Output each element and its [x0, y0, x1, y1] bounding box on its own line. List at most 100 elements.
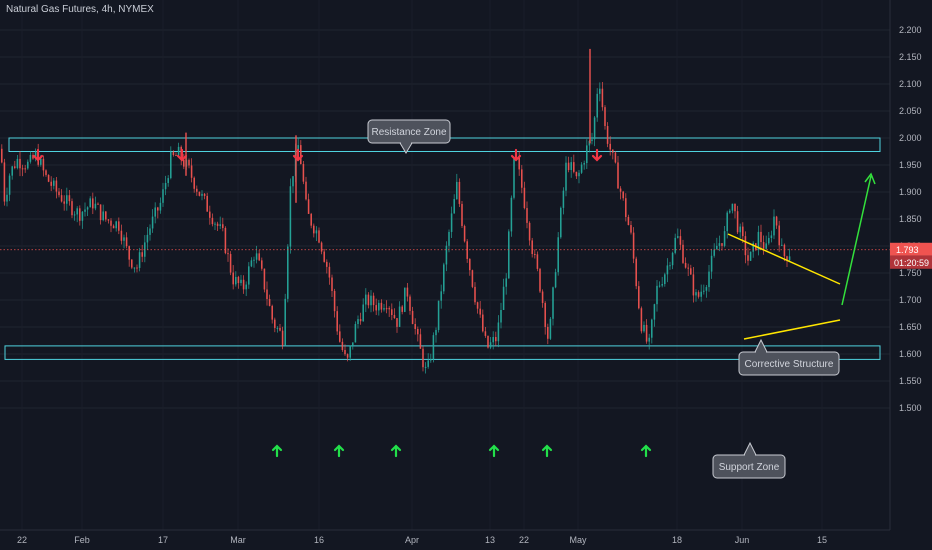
- candle-body[interactable]: [510, 197, 513, 232]
- candle-body[interactable]: [222, 224, 224, 228]
- candle-body[interactable]: [341, 341, 344, 351]
- candle-body[interactable]: [469, 258, 471, 271]
- candle-body[interactable]: [752, 243, 754, 252]
- candle-body[interactable]: [370, 295, 372, 306]
- candle-body[interactable]: [440, 291, 442, 301]
- candle-body[interactable]: [534, 253, 536, 255]
- candle-body[interactable]: [227, 253, 229, 255]
- candle-body[interactable]: [89, 198, 91, 208]
- candle-body[interactable]: [567, 162, 570, 171]
- candle-body[interactable]: [216, 223, 219, 226]
- candle-body[interactable]: [570, 162, 572, 171]
- candle-body[interactable]: [554, 272, 557, 288]
- candle-body[interactable]: [107, 219, 110, 221]
- candle-body[interactable]: [393, 315, 396, 319]
- candle-body[interactable]: [489, 342, 492, 348]
- candle-body[interactable]: [778, 225, 780, 246]
- candle-body[interactable]: [731, 203, 734, 211]
- candle-body[interactable]: [445, 245, 448, 265]
- candle-body[interactable]: [606, 126, 609, 144]
- candle-body[interactable]: [643, 324, 645, 332]
- candle-body[interactable]: [313, 225, 315, 234]
- candle-body[interactable]: [679, 236, 682, 245]
- candle-body[interactable]: [497, 322, 500, 342]
- candle-body[interactable]: [502, 286, 505, 310]
- candle-body[interactable]: [297, 145, 299, 151]
- candle-body[interactable]: [513, 158, 515, 198]
- candle-body[interactable]: [131, 259, 133, 268]
- candle-body[interactable]: [705, 287, 708, 291]
- candle-body[interactable]: [453, 199, 455, 214]
- time-axis[interactable]: 22 Feb 17 Mar 16 Apr 13 22 May 18 Jun 15: [0, 529, 890, 545]
- candle-body[interactable]: [318, 230, 320, 243]
- candle-body[interactable]: [463, 225, 466, 242]
- candle-body[interactable]: [375, 305, 377, 311]
- candle-body[interactable]: [666, 265, 669, 275]
- candle-body[interactable]: [760, 231, 762, 243]
- candle-body[interactable]: [367, 294, 370, 306]
- candle-body[interactable]: [94, 203, 97, 209]
- candle-body[interactable]: [409, 296, 411, 311]
- candle-body[interactable]: [596, 93, 598, 118]
- candle-body[interactable]: [575, 171, 578, 177]
- candle-body[interactable]: [149, 228, 151, 235]
- candle-body[interactable]: [703, 290, 705, 292]
- candle-body[interactable]: [177, 146, 180, 156]
- candle-body[interactable]: [539, 268, 541, 292]
- candle-body[interactable]: [50, 181, 52, 186]
- candle-body[interactable]: [601, 88, 604, 108]
- candle-body[interactable]: [726, 212, 728, 232]
- candle-body[interactable]: [328, 266, 331, 278]
- candle-body[interactable]: [604, 107, 606, 127]
- candle-body[interactable]: [448, 231, 450, 246]
- candle-body[interactable]: [612, 149, 614, 153]
- candle-body[interactable]: [349, 345, 351, 358]
- candle-body[interactable]: [362, 304, 364, 322]
- candle-body[interactable]: [536, 254, 539, 269]
- candle-body[interactable]: [578, 172, 580, 177]
- candle-body[interactable]: [560, 207, 562, 238]
- candle-body[interactable]: [437, 300, 440, 330]
- candle-body[interactable]: [331, 277, 333, 291]
- candle-body[interactable]: [521, 169, 523, 188]
- candle-body[interactable]: [261, 260, 263, 269]
- candle-body[interactable]: [583, 163, 585, 165]
- candle-body[interactable]: [214, 223, 216, 225]
- candle-body[interactable]: [242, 279, 245, 290]
- candle-body[interactable]: [240, 279, 242, 284]
- candle-body[interactable]: [391, 309, 393, 316]
- candle-body[interactable]: [526, 208, 528, 223]
- candle-series[interactable]: [1, 48, 791, 374]
- candle-body[interactable]: [112, 225, 115, 229]
- candle-body[interactable]: [411, 310, 414, 324]
- candle-body[interactable]: [443, 264, 445, 292]
- candle-body[interactable]: [749, 251, 752, 261]
- candle-body[interactable]: [229, 254, 232, 273]
- candle-body[interactable]: [768, 238, 770, 244]
- candle-body[interactable]: [695, 292, 697, 296]
- candle-body[interactable]: [320, 242, 323, 252]
- candle-body[interactable]: [8, 175, 11, 195]
- candle-body[interactable]: [141, 252, 143, 257]
- candle-body[interactable]: [593, 117, 596, 140]
- candle-body[interactable]: [531, 240, 533, 254]
- candle-body[interactable]: [81, 211, 84, 221]
- candle-body[interactable]: [146, 234, 149, 243]
- candle-body[interactable]: [765, 243, 767, 249]
- candle-body[interactable]: [206, 195, 208, 212]
- candle-body[interactable]: [151, 216, 154, 229]
- candle-body[interactable]: [432, 335, 435, 360]
- candle-body[interactable]: [86, 207, 89, 210]
- candle-body[interactable]: [302, 164, 305, 182]
- candle-body[interactable]: [201, 193, 203, 196]
- candle-body[interactable]: [105, 211, 107, 220]
- candle-body[interactable]: [406, 287, 409, 297]
- candle-body[interactable]: [159, 202, 162, 211]
- candle-body[interactable]: [266, 289, 268, 300]
- candle-body[interactable]: [71, 201, 73, 216]
- candle-body[interactable]: [573, 162, 575, 172]
- candle-body[interactable]: [476, 302, 479, 309]
- candle-body[interactable]: [172, 151, 175, 155]
- candle-body[interactable]: [697, 292, 700, 297]
- price-axis[interactable]: 2.200 2.150 2.100 2.050 2.000 1.950 1.900 1.850…: [889, 0, 932, 530]
